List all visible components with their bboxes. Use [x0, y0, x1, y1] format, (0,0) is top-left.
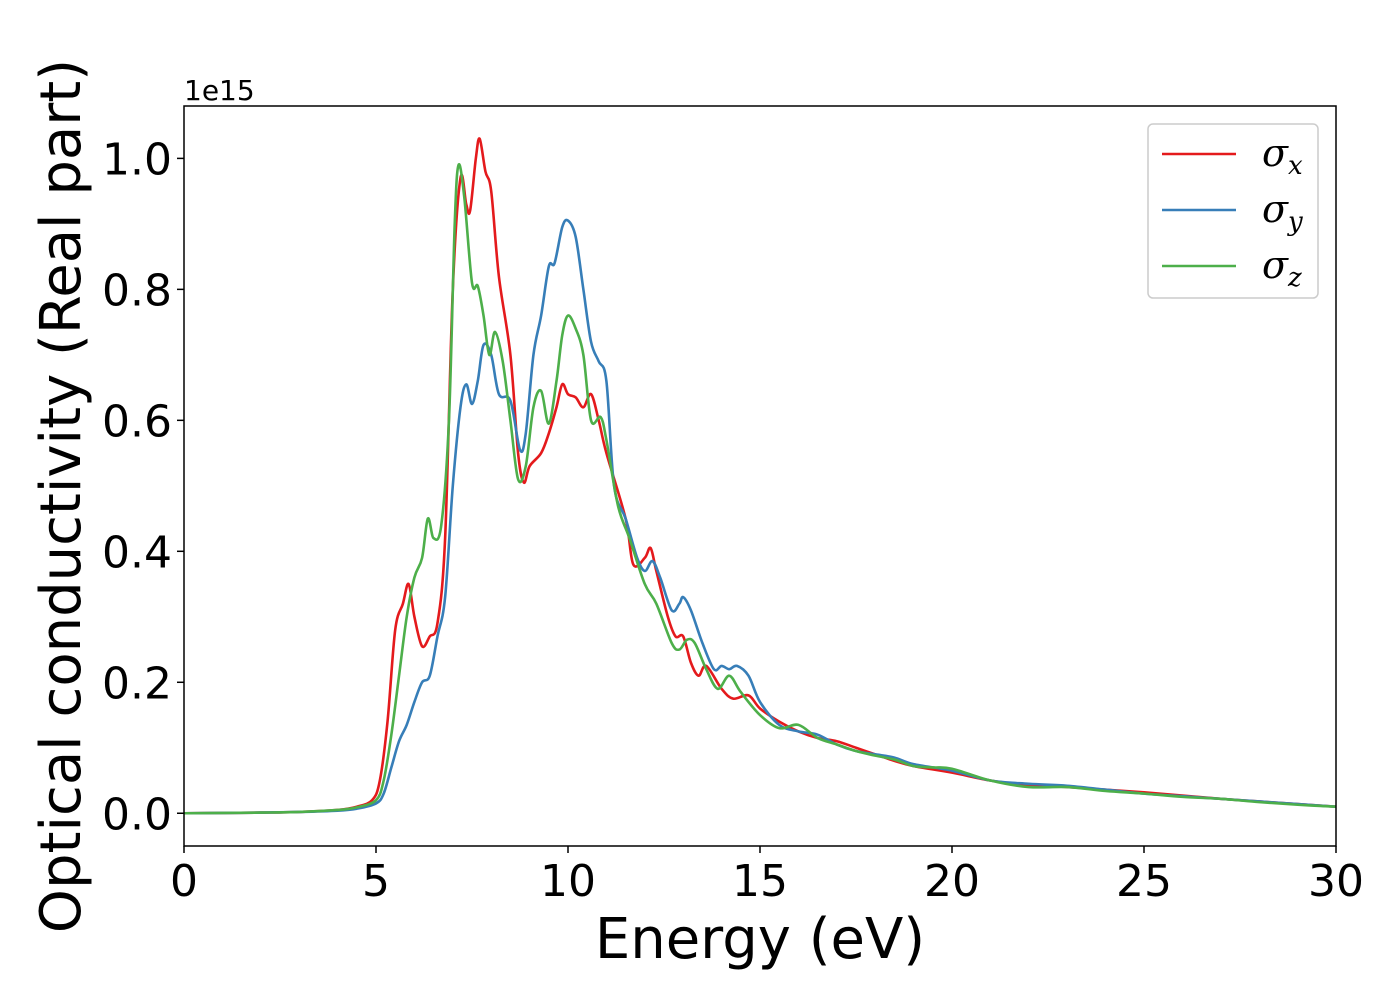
y-axis-offset-label: 1e15 — [184, 74, 255, 107]
y-axis-label: Optical conductivity (Real part) — [29, 59, 94, 933]
x-tick-label: 25 — [1116, 856, 1172, 907]
x-tick-label: 0 — [170, 856, 198, 907]
x-axis-label: Energy (eV) — [595, 907, 925, 972]
y-tick-label: 0.4 — [102, 527, 172, 578]
series-line-y — [184, 218, 1336, 815]
x-tick-label: 15 — [732, 856, 788, 907]
series-line-z — [184, 162, 1336, 815]
y-tick-label: 1.0 — [102, 134, 172, 185]
x-tick-label: 30 — [1308, 856, 1364, 907]
y-tick-label: 0.2 — [102, 658, 172, 709]
y-axis-ticks: 0.0 0.2 0.4 0.6 0.8 1.0 — [102, 134, 184, 840]
y-tick-label: 0.0 — [102, 789, 172, 840]
x-tick-label: 10 — [540, 856, 596, 907]
x-tick-label: 20 — [924, 856, 980, 907]
y-tick-label: 0.6 — [102, 396, 172, 447]
x-tick-label: 5 — [362, 856, 390, 907]
x-axis-ticks: 0 5 10 15 20 25 30 — [170, 846, 1364, 907]
plot-lines — [184, 137, 1336, 815]
y-tick-label: 0.8 — [102, 265, 172, 316]
